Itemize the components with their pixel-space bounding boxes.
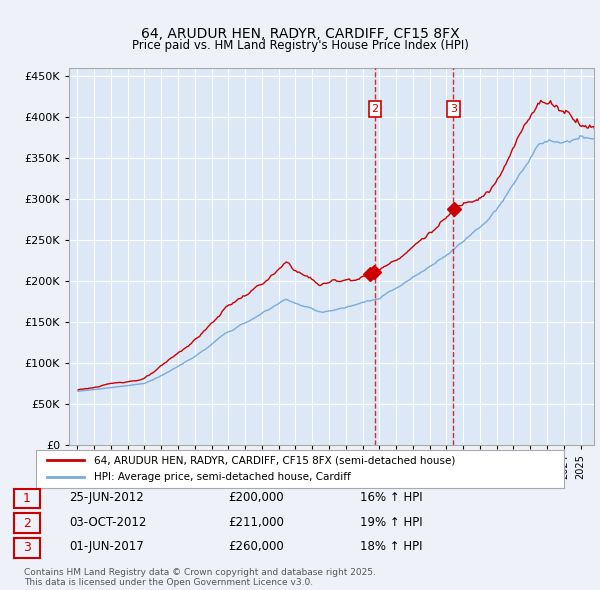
Text: This data is licensed under the Open Government Licence v3.0.: This data is licensed under the Open Gov… [24, 578, 313, 587]
Text: 1: 1 [23, 491, 31, 505]
Text: HPI: Average price, semi-detached house, Cardiff: HPI: Average price, semi-detached house,… [94, 472, 351, 482]
Text: 64, ARUDUR HEN, RADYR, CARDIFF, CF15 8FX: 64, ARUDUR HEN, RADYR, CARDIFF, CF15 8FX [140, 27, 460, 41]
Text: £200,000: £200,000 [228, 491, 284, 504]
Text: 19% ↑ HPI: 19% ↑ HPI [360, 516, 422, 529]
Text: Contains HM Land Registry data © Crown copyright and database right 2025.: Contains HM Land Registry data © Crown c… [24, 568, 376, 577]
Text: 64, ARUDUR HEN, RADYR, CARDIFF, CF15 8FX (semi-detached house): 64, ARUDUR HEN, RADYR, CARDIFF, CF15 8FX… [94, 455, 455, 466]
Text: £260,000: £260,000 [228, 540, 284, 553]
Text: 25-JUN-2012: 25-JUN-2012 [69, 491, 144, 504]
Text: 2: 2 [371, 104, 379, 114]
Text: 3: 3 [450, 104, 457, 114]
Text: £211,000: £211,000 [228, 516, 284, 529]
Text: 3: 3 [23, 541, 31, 555]
Text: Price paid vs. HM Land Registry's House Price Index (HPI): Price paid vs. HM Land Registry's House … [131, 39, 469, 52]
Text: 16% ↑ HPI: 16% ↑ HPI [360, 491, 422, 504]
Text: 2: 2 [23, 516, 31, 530]
Text: 18% ↑ HPI: 18% ↑ HPI [360, 540, 422, 553]
Text: 01-JUN-2017: 01-JUN-2017 [69, 540, 144, 553]
Text: 03-OCT-2012: 03-OCT-2012 [69, 516, 146, 529]
